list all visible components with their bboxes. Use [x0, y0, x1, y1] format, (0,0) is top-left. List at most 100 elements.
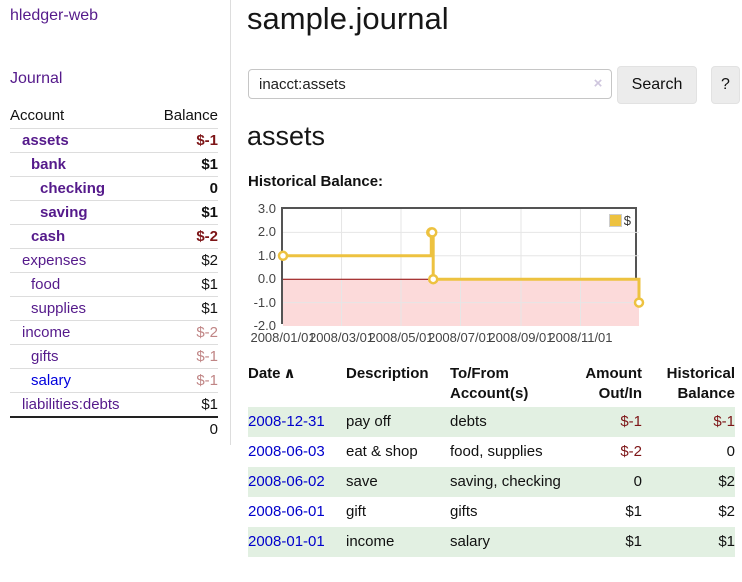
account-balance: $-1 — [196, 348, 218, 365]
register-row: 2008-01-01 income salary $1 $1 — [248, 527, 735, 557]
transaction-date-link[interactable]: 2008-12-31 — [248, 413, 325, 430]
balance-chart-plot[interactable]: $ — [277, 207, 645, 326]
account-link[interactable]: expenses — [22, 252, 87, 269]
description-column-header: Description — [346, 365, 429, 382]
account-balance: $-1 — [196, 132, 218, 149]
search-input[interactable] — [248, 69, 612, 99]
account-link[interactable]: checking — [40, 180, 106, 197]
transaction-date-link[interactable]: 2008-06-02 — [248, 473, 325, 490]
account-balance: $-1 — [196, 372, 218, 389]
transaction-description: save — [346, 473, 378, 490]
account-link[interactable]: liabilities:debts — [22, 396, 120, 413]
transaction-date-link[interactable]: 2008-06-03 — [248, 443, 325, 460]
accounts-table-header: Account Balance — [10, 104, 218, 129]
account-row: food $1 — [10, 272, 218, 297]
account-row: supplies $1 — [10, 296, 218, 321]
accounts-total-row: 0 — [10, 417, 218, 441]
y-axis-tick-label: 3.0 — [257, 201, 276, 216]
legend-label: $ — [623, 213, 631, 228]
x-axis-tick-label: 2008/07/01 — [427, 330, 494, 345]
account-balance: 0 — [209, 180, 218, 197]
account-link[interactable]: supplies — [31, 300, 87, 317]
transaction-balance: $-1 — [713, 413, 735, 430]
transaction-description: pay off — [346, 413, 391, 430]
transaction-balance: $1 — [718, 533, 735, 550]
account-link[interactable]: saving — [40, 204, 88, 221]
data-point-marker — [277, 250, 289, 262]
account-balance: $1 — [201, 276, 218, 293]
transaction-amount: $1 — [625, 533, 642, 550]
y-axis-tick-label: 2.0 — [257, 224, 276, 240]
account-row: salary $-1 — [10, 368, 218, 393]
sidebar-divider — [230, 0, 231, 445]
account-link[interactable]: bank — [31, 156, 67, 173]
register-table: Date ∧ Description To/From Account(s) Amo… — [248, 361, 735, 557]
y-axis-tick-label: 1.0 — [257, 247, 276, 263]
transaction-amount: $-1 — [620, 413, 642, 430]
x-axis-tick-label: 2008/11/01 — [548, 330, 613, 345]
balance-column-header: Balance — [163, 107, 218, 124]
transaction-accounts: debts — [450, 413, 487, 430]
account-link[interactable]: cash — [31, 228, 66, 245]
balance-column-header: Historical Balance — [666, 365, 735, 402]
account-balance: $2 — [201, 252, 218, 269]
transaction-accounts: salary — [450, 533, 491, 550]
account-balance: $-2 — [196, 228, 218, 245]
accounts-table: Account Balance assets $-1 bank $1 checkin… — [10, 104, 218, 441]
account-link[interactable]: gifts — [31, 348, 59, 365]
account-heading: assets — [247, 121, 326, 151]
chart-heading: Historical Balance: — [248, 173, 384, 190]
register-row: 2008-06-02 save saving, checking 0 $2 — [248, 467, 735, 497]
brand-link[interactable]: hledger-web — [10, 7, 99, 24]
data-point-marker — [426, 227, 438, 238]
transaction-description: income — [346, 533, 395, 550]
data-point-marker — [633, 297, 645, 308]
transaction-accounts: saving, checking — [450, 473, 561, 490]
accounts-column-header: To/From Account(s) — [450, 365, 529, 402]
account-row: expenses $2 — [10, 248, 218, 273]
account-row: income $-2 — [10, 320, 218, 345]
x-axis-tick-label: 2008/03/01 — [308, 330, 375, 345]
account-row: cash $-2 — [10, 224, 218, 249]
account-row: gifts $-1 — [10, 344, 218, 369]
amount-column-header: Amount Out/In — [585, 365, 642, 402]
account-balance: $1 — [201, 396, 218, 413]
transaction-balance: $2 — [718, 503, 735, 520]
account-balance: $1 — [201, 300, 218, 317]
help-button[interactable]: ? — [711, 66, 740, 104]
account-column-header: Account — [10, 107, 65, 124]
transaction-description: eat & shop — [346, 443, 418, 460]
account-link[interactable]: income — [22, 324, 71, 341]
register-row: 2008-12-31 pay off debts $-1 $-1 — [248, 407, 735, 437]
search-button[interactable]: Search — [617, 66, 697, 104]
account-link[interactable]: food — [31, 276, 61, 293]
account-balance: $-2 — [196, 324, 218, 341]
transaction-date-link[interactable]: 2008-06-01 — [248, 503, 325, 520]
x-axis-tick-label: 2008/09/01 — [488, 330, 554, 345]
y-axis-tick-label: 0.0 — [257, 271, 276, 287]
clear-search-icon[interactable]: × — [593, 75, 603, 92]
transaction-amount: $-2 — [620, 443, 642, 460]
account-link[interactable]: assets — [22, 132, 69, 149]
y-axis-tick-label: -2.0 — [253, 318, 276, 333]
account-row: checking 0 — [10, 176, 218, 201]
account-balance: $1 — [201, 156, 218, 173]
balance-chart-svg — [277, 209, 645, 326]
transaction-date-link[interactable]: 2008-01-01 — [248, 533, 325, 550]
date-column-header[interactable]: Date ∧ — [248, 365, 296, 382]
transaction-description: gift — [346, 503, 367, 520]
legend-swatch-icon — [608, 214, 622, 227]
data-point-marker — [427, 273, 439, 285]
transaction-balance: 0 — [726, 443, 735, 460]
account-row: saving $1 — [10, 200, 218, 225]
transaction-amount: 0 — [633, 473, 642, 490]
account-row: bank $1 — [10, 152, 218, 177]
register-row: 2008-06-01 gift gifts $1 $2 — [248, 497, 735, 527]
x-axis-tick-label: 2008/05/01 — [368, 330, 434, 345]
chart-legend: $ — [606, 212, 633, 229]
sidebar-item-journal[interactable]: Journal — [10, 70, 63, 87]
account-link[interactable]: salary — [31, 372, 72, 389]
account-row: assets $-1 — [10, 128, 218, 153]
account-row: liabilities:debts $1 — [10, 392, 218, 418]
register-row: 2008-06-03 eat & shop food, supplies $-2… — [248, 437, 735, 467]
